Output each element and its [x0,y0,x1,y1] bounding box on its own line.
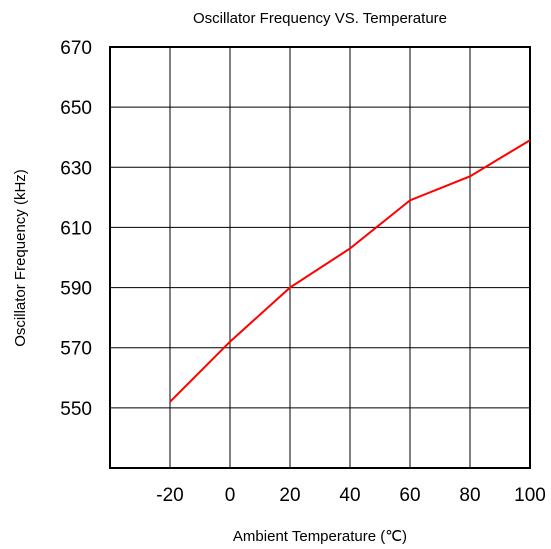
x-tick-label: 0 [225,485,236,506]
y-tick-label: 590 [60,279,92,300]
y-tick-label: 610 [60,218,92,239]
y-tick-label: 650 [60,98,92,119]
x-tick-label: 100 [514,485,546,506]
y-tick-label: 570 [60,339,92,360]
grid-layer [110,46,531,468]
chart-title: Oscillator Frequency VS. Temperature [193,10,447,27]
x-tick-label: -20 [156,485,183,506]
y-tick-label: 670 [60,38,92,59]
series-line [169,139,531,403]
series-layer [169,139,531,403]
y-axis-label: Oscillator Frequency (kHz) [12,169,29,347]
x-axis-label: Ambient Temperature (℃) [233,528,407,545]
y-tick-labels: 550 570 590 610 630 650 670 [60,38,92,420]
x-tick-label: 80 [459,485,480,506]
y-tick-label: 630 [60,158,92,179]
x-tick-label: 60 [399,485,420,506]
x-tick-label: 40 [339,485,360,506]
y-tick-label: 550 [60,399,92,420]
x-tick-label: 20 [279,485,300,506]
plot-frame [109,46,531,469]
x-tick-labels: -20 0 20 40 60 80 100 [156,485,546,506]
